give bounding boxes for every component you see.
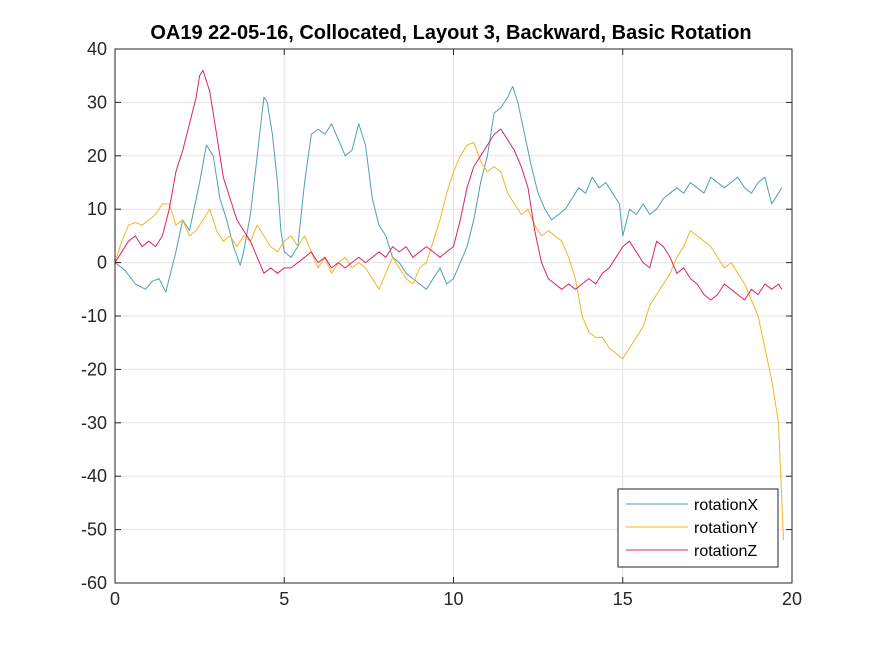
y-tick-label: 10 (87, 199, 107, 219)
x-tick-label: 5 (279, 589, 289, 609)
y-tick-label: -30 (81, 413, 107, 433)
x-tick-label: 0 (110, 589, 120, 609)
y-tick-label: 40 (87, 39, 107, 59)
legend-label-rotationY: rotationY (694, 520, 758, 537)
x-tick-label: 10 (443, 589, 463, 609)
y-tick-label: -20 (81, 359, 107, 379)
legend-label-rotationZ: rotationZ (694, 543, 757, 560)
y-tick-label: 30 (87, 92, 107, 112)
legend-label-rotationX: rotationX (694, 497, 758, 514)
series-line-rotationZ (114, 69, 783, 301)
series-lines (114, 69, 784, 541)
x-tick-labels: 0 5 10 15 20 (110, 589, 802, 609)
x-tick-label: 20 (782, 589, 802, 609)
y-tick-label: -10 (81, 306, 107, 326)
y-tick-label: 0 (97, 253, 107, 273)
legend-box (617, 488, 779, 568)
legend: rotationX rotationY rotationZ (617, 488, 779, 568)
y-tick-label: -50 (81, 520, 107, 540)
y-tick-label: 20 (87, 146, 107, 166)
chart-title: OA19 22-05-16, Collocated, Layout 3, Bac… (150, 22, 751, 44)
x-tick-label: 15 (613, 589, 633, 609)
y-tick-label: -40 (81, 466, 107, 486)
y-tick-label: -60 (81, 573, 107, 593)
ticks (114, 48, 793, 584)
series-line-rotationX (114, 85, 783, 293)
y-tick-labels: -60 -50 -40 -30 -20 -10 0 10 20 30 40 (81, 39, 107, 593)
